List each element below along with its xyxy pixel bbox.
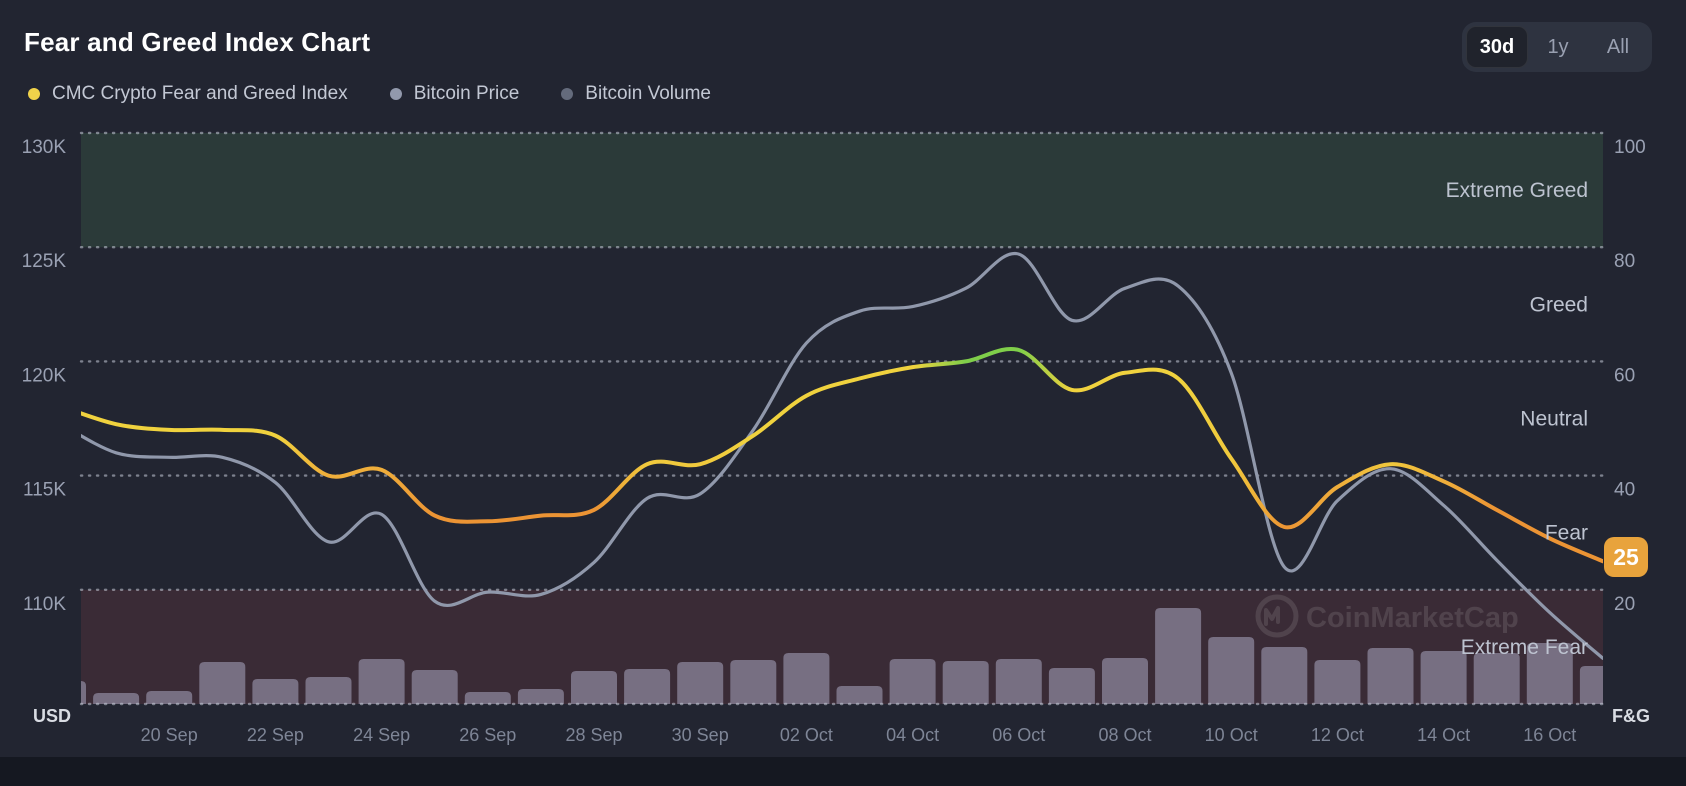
legend-dot-icon <box>561 88 574 100</box>
current-value-badge: 25 <box>1604 537 1648 577</box>
right-axis-tick: 60 <box>1614 365 1635 386</box>
volume-bar[interactable] <box>517 689 564 704</box>
x-axis-date: 06 Oct <box>992 725 1045 745</box>
x-axis-date: 24 Sep <box>353 725 410 745</box>
right-axis-tick: 100 <box>1614 137 1646 158</box>
volume-bar[interactable] <box>199 662 246 704</box>
volume-bar[interactable] <box>1314 660 1361 704</box>
volume-bar[interactable] <box>942 661 989 704</box>
volume-bar[interactable] <box>836 686 883 704</box>
left-axis-tick: 110K <box>23 594 66 615</box>
left-axis-tick: 130K <box>22 137 67 158</box>
right-axis-unit: F&G <box>1612 706 1650 726</box>
left-axis-tick: 125K <box>22 251 67 272</box>
volume-bars <box>40 608 1626 704</box>
x-axis-date: 30 Sep <box>672 725 729 745</box>
legend-item-1[interactable]: Bitcoin Price <box>389 83 520 105</box>
x-axis-date: 28 Sep <box>565 725 622 745</box>
legend-dot-icon <box>389 88 402 100</box>
right-axis-tick: 40 <box>1614 480 1635 501</box>
volume-bar[interactable] <box>1102 658 1148 704</box>
x-axis-date: 26 Sep <box>459 725 516 745</box>
legend-dot-icon <box>28 88 40 100</box>
left-axis-tick: 115K <box>23 480 66 501</box>
left-axis-unit: USD <box>33 706 71 726</box>
zone-label-extreme-greed: Extreme Greed <box>1446 179 1588 202</box>
volume-bar[interactable] <box>677 662 724 704</box>
volume-bar[interactable] <box>358 659 405 704</box>
coinmarketcap-watermark: CoinMarketCap <box>1255 594 1519 638</box>
legend-label: Bitcoin Volume <box>585 83 711 104</box>
volume-bar[interactable] <box>1048 668 1095 704</box>
x-axis-date: 20 Sep <box>141 725 198 745</box>
x-axis-date: 10 Oct <box>1205 725 1258 745</box>
left-axis-tick: 120K <box>22 365 67 386</box>
time-range-switcher: 30d 1y All <box>1462 22 1652 72</box>
right-axis-tick: 80 <box>1614 251 1635 272</box>
zone-label-neutral: Neutral <box>1520 408 1588 431</box>
volume-bar[interactable] <box>146 691 193 704</box>
x-axis-date: 12 Oct <box>1311 725 1364 745</box>
range-button-1y[interactable]: 1y <box>1547 35 1569 58</box>
volume-bar[interactable] <box>624 669 671 704</box>
volume-bar[interactable] <box>1473 653 1520 704</box>
chart-legend: CMC Crypto Fear and Greed Index Bitcoin P… <box>28 83 711 105</box>
legend-label: Bitcoin Price <box>413 83 520 104</box>
volume-bar[interactable] <box>464 692 511 704</box>
legend-item-0[interactable]: CMC Crypto Fear and Greed Index <box>28 83 348 105</box>
x-axis-date: 02 Oct <box>780 725 833 745</box>
volume-bar[interactable] <box>730 660 777 704</box>
right-axis-tick: 20 <box>1614 594 1635 615</box>
volume-bar[interactable] <box>1261 647 1308 704</box>
bitcoin-price-line[interactable] <box>63 251 1603 660</box>
volume-bar[interactable] <box>1367 648 1414 704</box>
x-axis-date: 22 Sep <box>247 725 304 745</box>
volume-bar[interactable] <box>889 659 936 704</box>
volume-bar[interactable] <box>411 670 458 704</box>
zone-label-extreme-fear: Extreme Fear <box>1461 636 1588 659</box>
volume-bar[interactable] <box>305 677 352 704</box>
page-title: Fear and Greed Index Chart <box>24 27 371 57</box>
x-axis-date: 04 Oct <box>886 725 939 745</box>
range-button-all[interactable]: All <box>1606 35 1630 58</box>
x-axis-date: 08 Oct <box>1098 725 1151 745</box>
volume-bar[interactable] <box>571 671 617 704</box>
volume-bar[interactable] <box>1155 608 1202 704</box>
zone-label-fear: Fear <box>1545 522 1588 545</box>
volume-bar[interactable] <box>1526 643 1573 704</box>
zone-band-extreme-greed <box>81 133 1603 248</box>
volume-bar[interactable] <box>93 693 140 704</box>
volume-bar[interactable] <box>783 653 830 704</box>
legend-item-2[interactable]: Bitcoin Volume <box>561 83 711 105</box>
zone-label-greed: Greed <box>1530 293 1588 316</box>
watermark-text: CoinMarketCap <box>1306 602 1519 634</box>
volume-bar[interactable] <box>995 659 1042 704</box>
legend-label: CMC Crypto Fear and Greed Index <box>52 83 348 104</box>
x-axis-date: 14 Oct <box>1417 725 1470 745</box>
x-axis-date: 16 Oct <box>1523 725 1576 745</box>
bottom-strip <box>0 757 1686 786</box>
volume-bar[interactable] <box>1579 666 1626 704</box>
volume-bar[interactable] <box>40 681 86 704</box>
volume-bar[interactable] <box>1208 637 1255 704</box>
volume-bar[interactable] <box>252 679 299 704</box>
volume-bar[interactable] <box>1420 651 1467 704</box>
range-button-30d[interactable]: 30d <box>1466 26 1528 68</box>
fear-greed-line[interactable] <box>63 346 1603 564</box>
